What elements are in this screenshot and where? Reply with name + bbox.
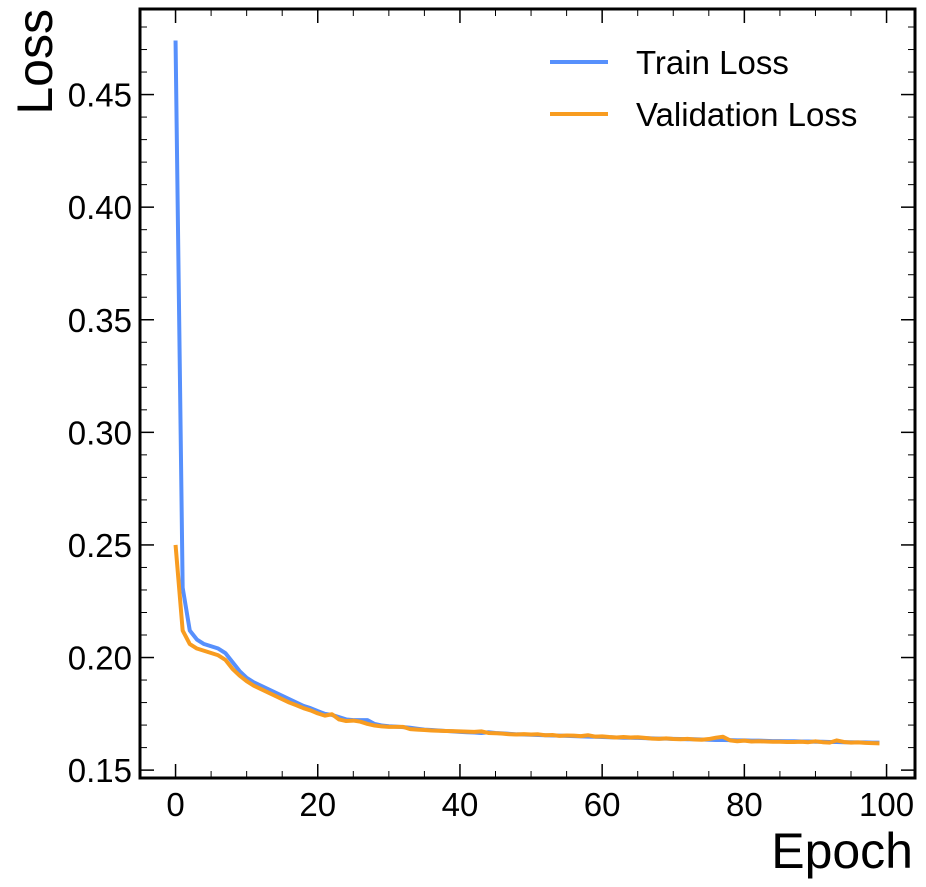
y-tick-label: 0.20 xyxy=(68,640,132,677)
x-tick-label: 80 xyxy=(726,786,763,823)
x-tick-label: 100 xyxy=(859,786,914,823)
series-line-validation-loss xyxy=(173,544,880,746)
y-tick-label: 0.25 xyxy=(68,527,132,564)
legend-label-train-loss: Train Loss xyxy=(636,44,789,81)
series-line-train-loss xyxy=(173,40,880,745)
legend: Train Loss Validation Loss xyxy=(550,44,857,133)
y-tick-label: 0.15 xyxy=(68,752,132,789)
legend-label-validation-loss: Validation Loss xyxy=(636,96,857,133)
y-axis-title: Loss xyxy=(7,9,63,115)
x-tick-label: 60 xyxy=(584,786,621,823)
y-tick-label: 0.40 xyxy=(68,189,132,226)
y-tick-label: 0.35 xyxy=(68,302,132,339)
tick-labels: 0 20 40 60 80 100 0.15 0.20 0.25 0.30 0.35 0.40 0.45 xyxy=(68,77,914,823)
x-tick-label: 40 xyxy=(442,786,479,823)
x-axis-title: Epoch xyxy=(771,823,913,879)
y-tick-label: 0.45 xyxy=(68,77,132,114)
x-tick-label: 0 xyxy=(166,786,184,823)
series-lines xyxy=(173,40,880,746)
plot-frame xyxy=(138,7,917,780)
x-tick-label: 20 xyxy=(299,786,336,823)
y-tick-label: 0.30 xyxy=(68,414,132,451)
